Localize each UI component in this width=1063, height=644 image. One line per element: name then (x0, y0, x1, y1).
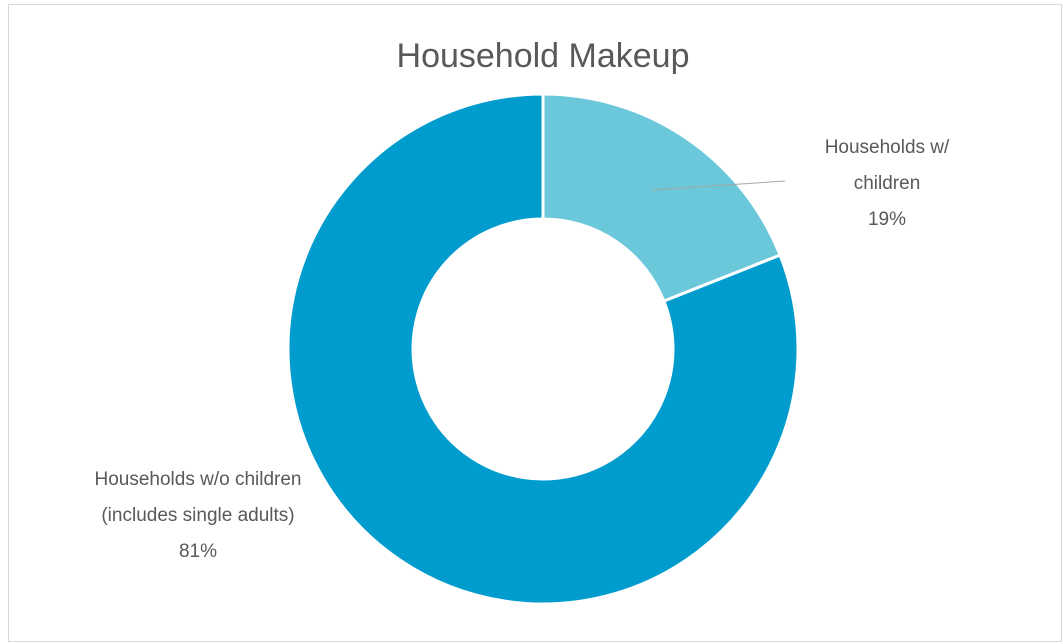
label-children-line2: children (854, 173, 921, 194)
slice-no-children (286, 92, 800, 606)
label-no-children-value: 81% (179, 541, 217, 562)
label-no-children-line1: Households w/o children (94, 469, 301, 490)
leader-line (651, 180, 786, 191)
data-label-no-children: Households w/o children (includes single… (94, 469, 301, 562)
label-no-children-line2: (includes single adults) (101, 505, 294, 526)
label-children-line1: Households w/ (825, 137, 950, 158)
data-label-children: Households w/ children 19% (825, 137, 950, 230)
chart-title: Household Makeup (397, 37, 690, 75)
label-children-value: 19% (868, 209, 906, 230)
slice-children (541, 92, 783, 304)
